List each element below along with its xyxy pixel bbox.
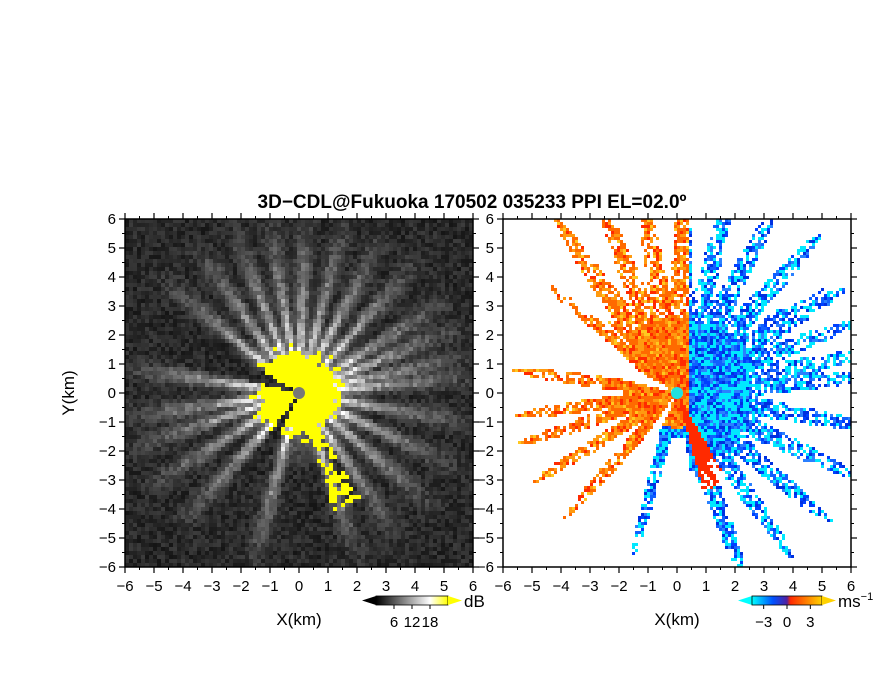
y-tick-label: −3 bbox=[477, 472, 494, 489]
y-tick-label: −1 bbox=[477, 414, 494, 431]
y-tick-label: 4 bbox=[108, 269, 116, 286]
x-tick-label: −3 bbox=[581, 578, 598, 595]
y-tick-label: −2 bbox=[99, 443, 116, 460]
y-tick-label: 5 bbox=[486, 240, 494, 257]
x-tick-label: 5 bbox=[440, 578, 448, 595]
left-x-axis-label: X(km) bbox=[276, 610, 321, 629]
y-tick-label: 0 bbox=[108, 385, 116, 402]
x-tick-label: 6 bbox=[847, 578, 855, 595]
radar-site-marker bbox=[293, 387, 305, 399]
x-tick-label: 0 bbox=[673, 578, 681, 595]
colorbar-tick-label: 12 bbox=[404, 614, 421, 631]
x-tick-label: −5 bbox=[145, 578, 162, 595]
chart-title: 3D−CDL@Fukuoka 170502 035233 PPI EL=02.0… bbox=[258, 192, 687, 213]
right-panel: −6 −5 −4 −3 −2 −1 0 1 2 3 4 5 6 −6 −5 −4 −3 −2 −1 0 1 2 3 4 5 6 X… bbox=[477, 211, 873, 631]
y-tick-label: −3 bbox=[99, 472, 116, 489]
y-tick-label: 5 bbox=[108, 240, 116, 257]
x-tick-label: −1 bbox=[261, 578, 278, 595]
y-tick-label: 4 bbox=[486, 269, 494, 286]
colorbar-tick-label: −3 bbox=[755, 614, 772, 631]
left-axis-ticks: −6 −5 −4 −3 −2 −1 0 1 2 3 4 5 6 −6 −5 −4 −3 −2 −1 0 1 2 3 4 5 6 bbox=[99, 211, 479, 595]
y-tick-label: 1 bbox=[486, 356, 494, 373]
velocity-colorbar: −3 0 3 ms−1 bbox=[738, 591, 873, 631]
x-tick-label: 3 bbox=[760, 578, 768, 595]
colorbar-tick-label: 18 bbox=[422, 614, 439, 631]
x-tick-label: −1 bbox=[639, 578, 656, 595]
y-axis-label: Y(km) bbox=[59, 370, 78, 415]
colorbar-max-arrow bbox=[822, 596, 836, 605]
velocity-field bbox=[503, 219, 851, 567]
y-tick-label: −2 bbox=[477, 443, 494, 460]
y-tick-label: −6 bbox=[99, 559, 116, 576]
colorbar-unit: ms−1 bbox=[838, 591, 873, 611]
colorbar-min-arrow bbox=[362, 596, 376, 605]
right-x-axis-label: X(km) bbox=[654, 610, 699, 629]
x-tick-label: 1 bbox=[324, 578, 332, 595]
colorbar-min-arrow bbox=[738, 596, 752, 605]
y-tick-label: 1 bbox=[108, 356, 116, 373]
radar-site-marker bbox=[671, 387, 683, 399]
reflectivity-colorbar: 6 12 18 dB bbox=[362, 592, 485, 631]
colorbar-tick-label: 3 bbox=[806, 614, 814, 631]
x-tick-label: −3 bbox=[203, 578, 220, 595]
x-tick-label: 5 bbox=[818, 578, 826, 595]
y-tick-label: 2 bbox=[108, 327, 116, 344]
y-tick-label: 3 bbox=[108, 298, 116, 315]
x-tick-label: −5 bbox=[523, 578, 540, 595]
x-tick-label: 6 bbox=[469, 578, 477, 595]
x-tick-label: −2 bbox=[232, 578, 249, 595]
colorbar-tick-label: 0 bbox=[783, 614, 791, 631]
colorbar-unit: dB bbox=[464, 592, 485, 611]
y-tick-label: −6 bbox=[477, 559, 494, 576]
colorbar-bar bbox=[375, 595, 449, 606]
y-tick-label: 6 bbox=[486, 211, 494, 228]
x-tick-label: −6 bbox=[116, 578, 133, 595]
colorbar-unit-exponent: −1 bbox=[861, 591, 874, 603]
x-tick-label: −4 bbox=[552, 578, 569, 595]
colorbar-bar bbox=[751, 595, 823, 606]
y-tick-label: −5 bbox=[99, 530, 116, 547]
x-tick-label: 2 bbox=[731, 578, 739, 595]
x-tick-label: 0 bbox=[295, 578, 303, 595]
y-tick-label: 6 bbox=[108, 211, 116, 228]
x-tick-label: −4 bbox=[174, 578, 191, 595]
x-tick-label: −6 bbox=[494, 578, 511, 595]
x-tick-label: 3 bbox=[382, 578, 390, 595]
y-tick-label: −4 bbox=[477, 501, 494, 518]
reflectivity-field bbox=[125, 219, 473, 567]
x-tick-label: 2 bbox=[353, 578, 361, 595]
y-tick-label: −5 bbox=[477, 530, 494, 547]
colorbar-max-arrow bbox=[448, 596, 462, 605]
y-tick-label: 0 bbox=[486, 385, 494, 402]
y-tick-label: −1 bbox=[99, 414, 116, 431]
y-tick-label: 2 bbox=[486, 327, 494, 344]
right-axis-ticks: −6 −5 −4 −3 −2 −1 0 1 2 3 4 5 6 −6 −5 −4 −3 −2 −1 0 1 2 3 4 5 6 bbox=[477, 211, 857, 595]
x-tick-label: 4 bbox=[411, 578, 419, 595]
y-tick-label: 3 bbox=[486, 298, 494, 315]
x-tick-label: 1 bbox=[702, 578, 710, 595]
y-tick-label: −4 bbox=[99, 501, 116, 518]
colorbar-tick-label: 6 bbox=[390, 614, 398, 631]
x-tick-label: 4 bbox=[789, 578, 797, 595]
x-tick-label: −2 bbox=[610, 578, 627, 595]
